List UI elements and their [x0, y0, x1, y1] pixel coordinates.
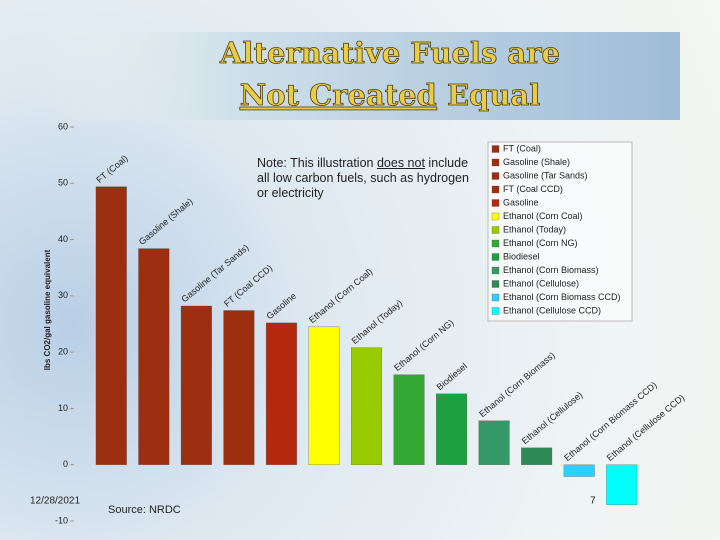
title-box — [40, 32, 680, 120]
note: Note: This illustration does not include… — [257, 156, 472, 201]
y-tick-label: 60 — [58, 121, 68, 131]
legend-label: Ethanol (Cellulose CCD) — [503, 305, 601, 315]
legend-label: Gasoline — [503, 197, 539, 207]
note-emphasis: does not — [376, 156, 425, 170]
legend-label: Gasoline (Tar Sands) — [503, 170, 588, 180]
y-tick-label: 20 — [58, 347, 68, 357]
legend-box — [487, 141, 633, 322]
x-tick-label: FT (Coal CCD) — [222, 263, 274, 309]
bar — [393, 374, 425, 465]
legend-swatch — [491, 280, 500, 288]
chart-title: Not Created Equal — [240, 78, 540, 112]
bar — [606, 464, 638, 505]
bar — [138, 248, 170, 465]
bar — [521, 447, 553, 465]
legend-swatch — [491, 293, 500, 302]
title-underlined: Not Created — [240, 78, 437, 112]
legend-label: FT (Coal CCD) — [503, 184, 563, 194]
bar — [563, 464, 595, 477]
bar — [223, 310, 255, 465]
legend-label: Gasoline (Shale) — [503, 157, 570, 167]
y-tick-label: -10 — [55, 515, 68, 525]
bar — [351, 347, 382, 465]
title-rest: Equal — [447, 78, 540, 112]
legend-label: Ethanol (Today) — [503, 224, 566, 234]
x-tick-label: Ethanol (Cellulose) — [520, 390, 585, 447]
x-tick-label: Ethanol (Today) — [350, 298, 405, 346]
x-tick-label: FT (Coal) — [94, 153, 129, 185]
legend-label: FT (Coal) — [503, 143, 541, 153]
note-text: include all low carbon fuels, such as hy… — [257, 156, 469, 200]
legend-swatch — [491, 172, 500, 180]
x-tick-label: Gasoline (Shale) — [137, 196, 195, 247]
note-text: Note: This illustration — [257, 156, 377, 170]
x-tick-label: Ethanol (Corn Coal) — [307, 266, 374, 325]
y-tick-label: 10 — [58, 403, 68, 413]
source: Source: NRDC — [108, 504, 181, 516]
y-tick-label: 0 — [63, 459, 68, 469]
legend-swatch — [491, 239, 500, 248]
legend-label: Ethanol (Corn NG) — [503, 238, 578, 248]
page-number: 7 — [590, 496, 596, 507]
legend-swatch — [491, 158, 500, 167]
legend-label: Biodiesel — [503, 251, 540, 261]
x-tick-label: Gasoline — [264, 291, 298, 321]
bar — [308, 326, 340, 465]
bar — [436, 393, 468, 465]
legend-swatch — [491, 226, 500, 234]
legend-swatch — [491, 212, 500, 221]
legend-swatch — [491, 145, 500, 153]
legend-label: Ethanol (Corn Biomass) — [503, 265, 599, 275]
y-tick-label: 30 — [58, 290, 68, 300]
legend-swatch — [491, 199, 500, 207]
bar — [95, 186, 127, 465]
bar — [265, 322, 297, 465]
legend-swatch — [491, 253, 500, 261]
legend-label: Ethanol (Cellulose) — [503, 278, 579, 288]
legend-swatch — [491, 266, 500, 275]
bar — [180, 305, 212, 465]
legend-label: Ethanol (Corn Biomass CCD) — [503, 292, 621, 302]
bar — [478, 420, 510, 465]
legend-swatch — [491, 307, 500, 315]
y-axis-label: lbs CO2/gal gasoline equivalent — [43, 249, 52, 370]
x-tick-label: Ethanol (Corn NG) — [392, 317, 456, 373]
legend-label: Ethanol (Corn Coal) — [503, 211, 583, 221]
y-tick-label: 40 — [58, 234, 68, 244]
chart-title: Alternative Fuels are — [219, 36, 560, 70]
x-tick-label: Ethanol (Corn Biomass) — [477, 350, 557, 419]
x-tick-label: Biodiesel — [435, 361, 469, 392]
x-tick-label: Ethanol (Cellulose CCD) — [605, 392, 687, 463]
y-tick-label: 50 — [58, 178, 68, 188]
date: 12/28/2021 — [30, 496, 80, 507]
legend-swatch — [491, 185, 500, 194]
